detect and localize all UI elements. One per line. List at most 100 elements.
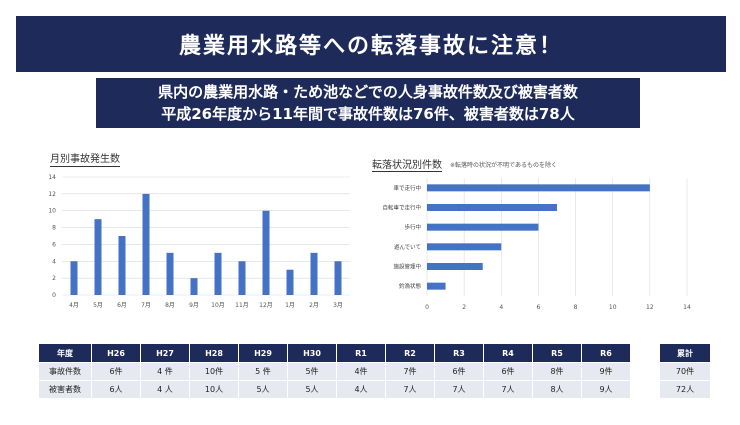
main-title: 農業用水路等への転落事故に注意！ — [178, 34, 563, 59]
table-cell: 10人 — [189, 380, 239, 399]
total-table: 累計 70件 72人 — [659, 343, 711, 399]
x-tick-label: 12月 — [259, 302, 273, 309]
x-tick-label: 10月 — [211, 302, 225, 309]
y-tick-label: 遊んでいて — [394, 243, 421, 251]
x-tick-label: 3月 — [333, 302, 343, 309]
total-header: 累計 — [659, 343, 711, 363]
year-header-cell: R2 — [385, 343, 435, 363]
total-accidents: 70件 — [659, 362, 711, 381]
y-tick-label: 10 — [48, 208, 56, 215]
bar — [70, 261, 78, 295]
y-tick-label: 自転車で走行中 — [382, 204, 421, 212]
x-tick-label: 6 — [537, 304, 541, 311]
table-cell: 5人 — [238, 380, 288, 399]
x-tick-label: 0 — [425, 304, 429, 311]
x-tick-label: 4月 — [69, 302, 79, 309]
y-tick-label: 釣漁状態 — [399, 282, 422, 290]
bar — [334, 261, 342, 295]
x-tick-label: 9月 — [189, 302, 199, 309]
y-tick-label: 4 — [52, 258, 56, 265]
bar — [427, 184, 650, 192]
bar — [190, 278, 198, 295]
y-tick-label: 2 — [52, 275, 56, 282]
y-tick-label: 車で走行中 — [393, 184, 421, 192]
y-tick-label: 6 — [52, 241, 56, 248]
table-cell: 5 件 — [238, 362, 288, 381]
table-cell: 4人 — [336, 380, 386, 399]
x-tick-label: 12 — [646, 304, 654, 311]
table-header-row: 年度 H26 H27 H28 H29 H30 R1 R2 R3 R4 R5 R6 — [38, 343, 631, 363]
bar — [214, 252, 222, 295]
subtitle-banner: 県内の農業用水路・ため池などでの人身事故件数及び被害者数 平成26年度から11年… — [96, 78, 640, 128]
table-row: 事故件数 6件 4 件 10件 5 件 5件 4件 7件 6件 6件 8件 9件 — [38, 362, 631, 381]
fall-situation-chart-header: 転落状況別件数 ※転落時の状況が不明であるものを除く — [372, 156, 557, 172]
year-header-cell: R6 — [581, 343, 631, 363]
bar — [94, 219, 102, 295]
year-header-cell: H28 — [189, 343, 239, 363]
main-title-banner: 農業用水路等への転落事故に注意！ — [16, 16, 726, 72]
x-tick-label: 6月 — [117, 302, 127, 309]
x-tick-label: 8月 — [165, 302, 175, 309]
year-header-cell: R4 — [483, 343, 533, 363]
fall-situation-chart-note: ※転落時の状況が不明であるものを除く — [450, 161, 557, 169]
table-cell: 9件 — [581, 362, 631, 381]
year-header-cell: H30 — [287, 343, 337, 363]
y-tick-label: 0 — [52, 292, 56, 299]
monthly-chart-title: 月別事故発生数 — [50, 150, 120, 167]
bar — [427, 204, 557, 211]
table-cell: 6件 — [483, 362, 533, 381]
table-cell: 4 件 — [140, 362, 190, 381]
fall-situation-chart-title: 転落状況別件数 — [372, 156, 442, 172]
year-header-cell: R5 — [532, 343, 582, 363]
table-cell: 6件 — [91, 362, 141, 381]
year-header-cell: R1 — [336, 343, 386, 363]
year-header-cell: H26 — [91, 343, 141, 363]
table-cell: 10件 — [189, 362, 239, 381]
bar — [427, 243, 502, 251]
x-tick-label: 2月 — [309, 302, 319, 309]
bar — [286, 269, 294, 295]
row-label: 被害者数 — [38, 380, 92, 399]
y-tick-label: 歩行中 — [404, 223, 421, 231]
table-cell: 5人 — [287, 380, 337, 399]
table-cell: 5件 — [287, 362, 337, 381]
table-cell: 7人 — [385, 380, 435, 399]
y-tick-label: 12 — [48, 191, 56, 198]
table-cell: 8人 — [532, 380, 582, 399]
x-tick-label: 14 — [683, 304, 691, 311]
bar — [262, 210, 270, 295]
year-header-cell: H29 — [238, 343, 288, 363]
table-cell: 7人 — [434, 380, 484, 399]
table-cell: 6人 — [91, 380, 141, 399]
subtitle-line-1: 県内の農業用水路・ため池などでの人身事故件数及び被害者数 — [158, 83, 578, 101]
bar — [118, 236, 126, 295]
table-cell: 4 人 — [140, 380, 190, 399]
year-header-cell: H27 — [140, 343, 190, 363]
year-header-cell: R3 — [434, 343, 484, 363]
monthly-accidents-chart: 0 2 4 6 8 10 12 14 4月 5月 6月 7月 8月 9月 10月 11月 12月 1月 2月 3月 — [48, 174, 350, 309]
table-cell: 6件 — [434, 362, 484, 381]
year-header-label: 年度 — [38, 343, 92, 363]
x-tick-label: 11月 — [235, 302, 249, 309]
bar — [166, 252, 174, 295]
table-body: 事故件数 6件 4 件 10件 5 件 5件 4件 7件 6件 6件 8件 9件 被害者数 6人 4 人 10… — [38, 362, 631, 399]
y-tick-label: 8 — [52, 225, 56, 232]
x-tick-label: 5月 — [93, 302, 103, 309]
table-cell: 8件 — [532, 362, 582, 381]
bar — [427, 223, 539, 231]
bar — [142, 193, 150, 295]
table-cell: 4件 — [336, 362, 386, 381]
table-row: 被害者数 6人 4 人 10人 5人 5人 4人 7人 7人 7人 8人 9人 — [38, 380, 631, 399]
y-tick-label: 14 — [48, 174, 56, 181]
table-cell: 9人 — [581, 380, 631, 399]
table-cell: 7人 — [483, 380, 533, 399]
x-tick-label: 4 — [499, 304, 503, 311]
x-tick-label: 8 — [574, 304, 578, 311]
x-tick-label: 10 — [609, 304, 617, 311]
y-tick-label: 施設管理中 — [393, 263, 421, 271]
total-victims: 72人 — [659, 380, 711, 399]
bar — [238, 261, 246, 295]
bar — [427, 282, 446, 290]
